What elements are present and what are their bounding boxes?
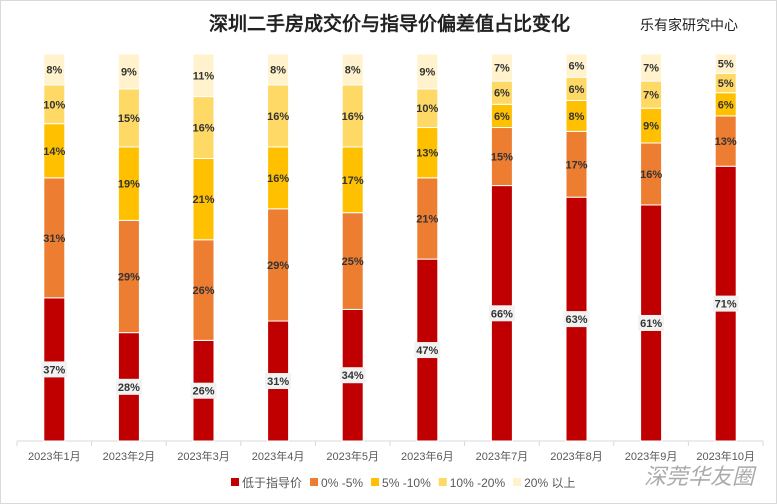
- data-label: 29%: [118, 272, 140, 284]
- data-label: 8%: [345, 64, 361, 76]
- legend-label: 5% -10%: [382, 476, 431, 490]
- bar-segment: [490, 53, 513, 82]
- data-label: 14%: [43, 146, 65, 158]
- data-label: 29%: [267, 260, 289, 272]
- data-label: 8%: [46, 64, 62, 76]
- data-label-bg: [712, 295, 739, 312]
- data-label: 31%: [267, 376, 289, 388]
- data-label: 47%: [416, 345, 438, 357]
- data-label: 16%: [267, 111, 289, 123]
- data-label-bg: [339, 367, 366, 384]
- x-tick-label: 2023年10月: [696, 449, 755, 463]
- data-label: 13%: [715, 136, 737, 148]
- bar-segment: [267, 53, 290, 86]
- data-label: 31%: [43, 233, 65, 245]
- data-label: 6%: [569, 61, 585, 73]
- legend-swatch: [371, 478, 380, 486]
- data-label: 66%: [491, 308, 513, 320]
- data-label-bg: [41, 361, 68, 378]
- data-label: 7%: [494, 63, 510, 75]
- bar-segment: [341, 53, 364, 86]
- x-tick-label: 2023年3月: [177, 449, 230, 463]
- data-label-bg: [115, 378, 142, 395]
- data-label: 17%: [565, 159, 587, 171]
- bar-segment: [714, 53, 737, 74]
- bar-segment: [640, 53, 663, 82]
- data-label: 13%: [416, 148, 438, 160]
- x-tick-label: 2023年2月: [103, 449, 156, 463]
- data-label-bg: [414, 342, 441, 359]
- data-label: 15%: [118, 113, 140, 125]
- data-label: 26%: [192, 386, 214, 398]
- legend-swatch: [438, 478, 447, 486]
- legend-swatch: [513, 478, 522, 486]
- chart-title: 深圳二手房成交价与指导价偏差值占比变化: [208, 14, 570, 35]
- legend-label: 20% 以上: [524, 476, 575, 490]
- x-tick-label: 2023年4月: [252, 449, 305, 463]
- data-label: 8%: [569, 111, 585, 123]
- legend-label: 0% -5%: [321, 476, 363, 490]
- data-label: 16%: [267, 173, 289, 185]
- data-label: 5%: [718, 59, 734, 71]
- x-tick-label: 2023年9月: [625, 449, 678, 463]
- data-label: 7%: [643, 90, 659, 102]
- data-label-bg: [563, 311, 590, 328]
- data-label: 26%: [192, 285, 214, 297]
- data-label: 17%: [342, 175, 364, 187]
- data-label: 37%: [43, 364, 65, 376]
- data-label: 10%: [416, 103, 438, 115]
- source-label: 乐有家研究中心: [640, 17, 738, 33]
- bar-segment: [416, 53, 439, 90]
- bar-segment: [565, 53, 588, 78]
- data-label: 6%: [494, 111, 510, 123]
- data-label: 7%: [643, 63, 659, 75]
- data-label: 25%: [342, 256, 364, 268]
- data-label: 16%: [192, 123, 214, 135]
- data-label: 21%: [416, 213, 438, 225]
- data-label: 63%: [565, 314, 587, 326]
- data-label-bg: [638, 314, 665, 331]
- x-tick-label: 2023年1月: [28, 449, 81, 463]
- x-tick-label: 2023年8月: [550, 449, 603, 463]
- x-tick-label: 2023年5月: [326, 449, 379, 463]
- legend-swatch: [231, 478, 239, 486]
- data-label-bg: [265, 373, 292, 390]
- data-label: 15%: [491, 152, 513, 164]
- data-label: 19%: [118, 179, 140, 191]
- data-label: 21%: [192, 194, 214, 206]
- watermark: 深莞华友圈: [643, 464, 754, 489]
- data-label: 10%: [43, 99, 65, 111]
- legend-swatch: [310, 478, 319, 486]
- data-label: 9%: [121, 66, 137, 78]
- data-label: 16%: [640, 169, 662, 181]
- data-label: 9%: [419, 66, 435, 78]
- legend-label: 10% -20%: [450, 476, 506, 490]
- data-label: 6%: [718, 99, 734, 111]
- data-label-bg: [190, 382, 217, 399]
- data-label: 16%: [342, 111, 364, 123]
- legend-label: 低于指导价: [242, 475, 302, 490]
- data-label: 11%: [193, 70, 215, 82]
- data-label: 34%: [342, 370, 364, 382]
- data-label: 6%: [494, 88, 510, 100]
- bar-segment: [43, 53, 66, 86]
- bar-segment: [192, 53, 215, 98]
- bar-segment: [117, 53, 140, 90]
- data-label: 6%: [569, 84, 585, 96]
- data-label: 8%: [270, 64, 286, 76]
- data-label-bg: [488, 305, 515, 322]
- x-tick-label: 2023年6月: [401, 449, 454, 463]
- data-label: 61%: [640, 318, 662, 330]
- data-label: 9%: [643, 121, 659, 133]
- data-label: 28%: [118, 382, 140, 394]
- x-tick-label: 2023年7月: [476, 449, 529, 463]
- data-label: 71%: [715, 299, 737, 311]
- data-label: 5%: [718, 78, 734, 90]
